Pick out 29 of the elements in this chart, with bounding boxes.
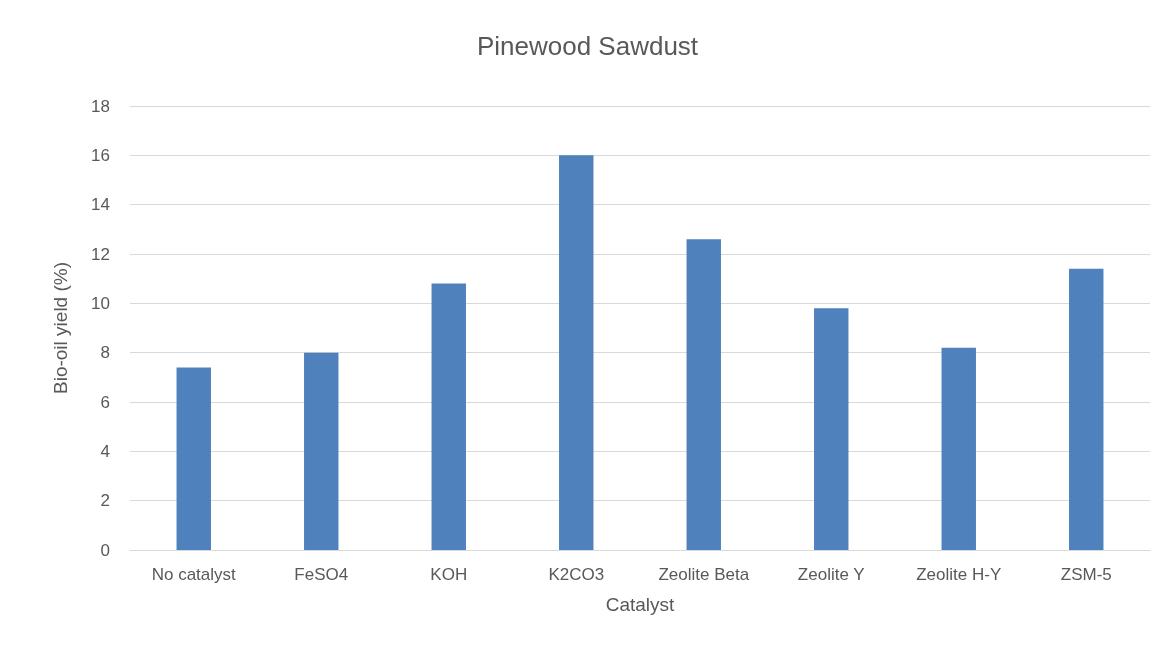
bar bbox=[814, 308, 849, 550]
x-tick-label: ZSM-5 bbox=[1060, 565, 1112, 584]
y-tick-label: 14 bbox=[91, 195, 110, 215]
x-tick-label: Zeolite H-Y bbox=[916, 565, 1002, 584]
x-tick-label: Zeolite Beta bbox=[658, 565, 750, 584]
y-tick-label: 12 bbox=[91, 244, 110, 264]
y-tick-label: 16 bbox=[91, 145, 110, 165]
bar bbox=[431, 283, 466, 550]
y-tick-label: 18 bbox=[91, 96, 110, 116]
bar bbox=[941, 347, 976, 550]
bar bbox=[304, 352, 339, 550]
x-tick-label: Zeolite Y bbox=[797, 565, 865, 584]
y-tick-label: 8 bbox=[100, 343, 110, 363]
y-tick-label: 6 bbox=[100, 392, 110, 412]
x-tick-label: FeSO4 bbox=[294, 565, 349, 584]
bar bbox=[1069, 268, 1104, 550]
y-tick-label: 0 bbox=[100, 540, 110, 560]
bar bbox=[686, 239, 721, 550]
x-tick-label: No catalyst bbox=[151, 565, 237, 584]
x-tick-label: KOH bbox=[430, 565, 468, 584]
x-axis-title: Catalyst bbox=[605, 594, 676, 615]
y-tick-label: 4 bbox=[100, 441, 110, 461]
y-axis-title: Bio-oil yield (%) bbox=[50, 262, 71, 394]
bar bbox=[559, 155, 594, 550]
y-tick-label: 10 bbox=[91, 293, 110, 313]
y-tick-label: 2 bbox=[100, 491, 110, 511]
bar bbox=[176, 367, 211, 550]
x-tick-label: K2CO3 bbox=[548, 565, 605, 584]
chart-title: Pinewood Sawdust bbox=[476, 31, 699, 61]
